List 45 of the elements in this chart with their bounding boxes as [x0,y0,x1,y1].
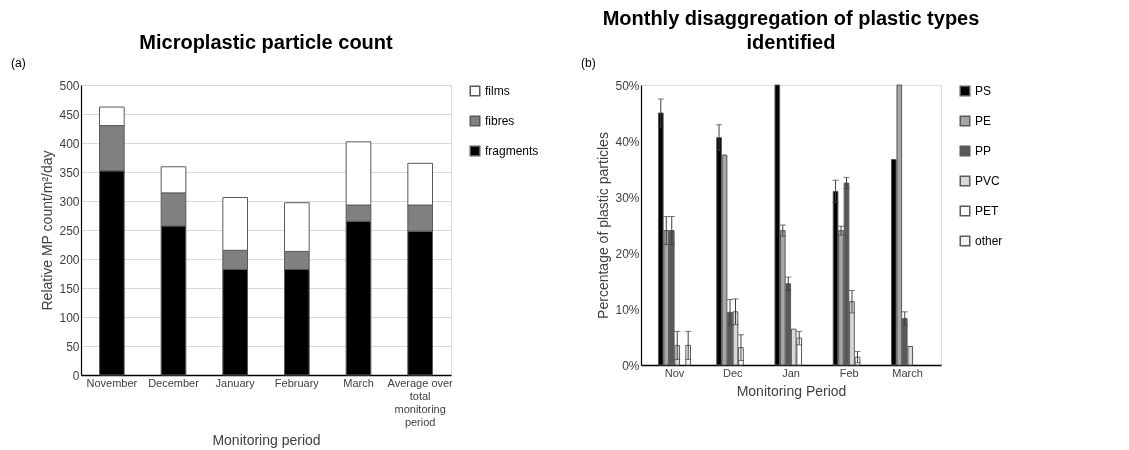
x-tick-label: November [86,376,138,389]
x-tick-label: December [148,376,200,389]
legend-label: PET [975,204,1000,218]
y-tick-label: 10% [615,302,640,317]
x-tick-label: Nov [664,366,685,379]
x-tick-label: Average over total monitoring period [387,376,454,428]
chart-title: Microplastic particle count [139,31,394,53]
y-tick-label: 30% [615,190,640,205]
chart-title: Monthly disaggregation of plastic types identified [602,7,980,53]
y-tick-label: 450 [59,107,80,122]
y-tick-label: 500 [59,78,80,93]
y-tick-label: 100 [59,310,80,325]
legend-label: PS [975,84,992,98]
y-tick-label: 150 [59,281,80,296]
y-tick-label: 300 [59,194,80,209]
legend-label: PE [975,114,992,128]
x-axis-title: Monitoring Period [736,382,847,399]
y-tick-label: 20% [615,246,640,261]
x-tick-label: Feb [839,366,859,379]
y-tick-label: 50 [66,339,80,354]
legend-label: other [975,234,1003,248]
y-axis-title: Relative MP count/m²/day [39,150,56,311]
x-tick-label: February [274,376,320,389]
y-tick-label: 350 [59,165,80,180]
y-tick-label: 400 [59,136,80,151]
x-axis-title: Monitoring period [212,431,321,448]
text: (b) [581,56,596,70]
legend-label: films [485,84,510,98]
y-tick-label: 0 [72,368,80,383]
x-tick-label: March [892,366,923,379]
x-tick-label: Dec [722,366,744,379]
y-tick-label: 200 [59,252,80,267]
x-tick-label: Jan [782,366,800,379]
legend-label: PVC [975,174,1001,188]
y-tick-label: 250 [59,223,80,238]
y-axis-title: Percentage of plastic particles [595,132,612,319]
x-tick-label: January [215,376,256,389]
legend-label: fragments [485,144,539,158]
y-tick-label: 40% [615,134,640,149]
x-tick-label: March [343,376,374,389]
text: (a) [11,56,26,70]
y-tick-label: 0% [622,358,640,373]
legend-label: PP [975,144,992,158]
legend-label: fibres [485,114,515,128]
y-tick-label: 50% [615,78,640,93]
